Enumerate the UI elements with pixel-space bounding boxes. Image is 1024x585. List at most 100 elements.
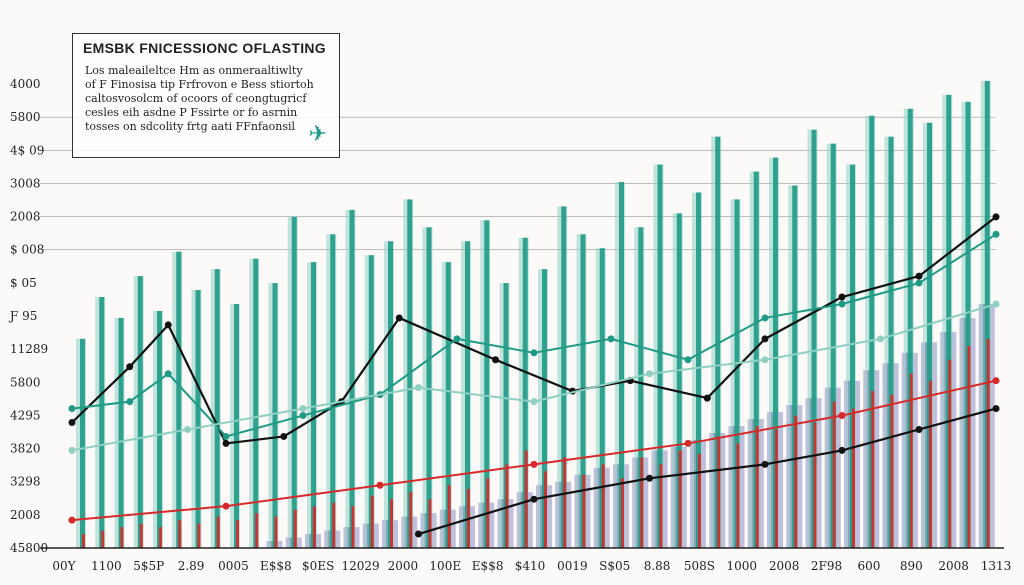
y-tick-label: 3008 [10, 176, 41, 190]
y-tick-label: 3820 [10, 442, 41, 456]
x-tick-label: S$05 [599, 559, 630, 573]
teal-bar [291, 216, 297, 548]
y-tick-label: 4$ 09 [10, 143, 44, 157]
red-bar [640, 457, 644, 548]
x-tick-label: E$$8 [260, 559, 292, 573]
teal-bar [927, 122, 932, 548]
trend-point [453, 335, 461, 343]
x-tick-label: 1000 [727, 559, 758, 573]
trend-point [646, 474, 653, 482]
teal-bar [619, 182, 624, 548]
x-tick-label: 2000 [388, 559, 419, 573]
trend-point [607, 335, 615, 343]
teal-bar [715, 136, 721, 548]
red-bar [505, 464, 509, 548]
trend-point [992, 300, 1000, 308]
trend-point [222, 502, 230, 510]
red-bar [678, 450, 682, 548]
teal-bar [599, 248, 605, 548]
x-tick-label: $0ES [302, 559, 334, 573]
trend-point [761, 314, 769, 322]
teal-bar [234, 304, 239, 548]
red-bar [351, 506, 355, 548]
red-bar [313, 506, 316, 548]
trend-point [992, 213, 1000, 221]
x-tick-label: 5$5P [133, 559, 164, 573]
trend-point [992, 377, 1000, 385]
teal-bar [542, 269, 547, 548]
red-bar [794, 415, 798, 548]
trend-point [684, 439, 692, 447]
subtitle-line: Los maleaileltce Hm as onmeraaltiwlty [85, 64, 303, 77]
red-bar [216, 516, 220, 548]
trend-point [395, 314, 403, 322]
x-tick-label: 12029 [341, 559, 379, 573]
red-bar [717, 436, 721, 548]
y-tick-label: 4295 [10, 408, 41, 422]
x-axis-ticks: 00Y 1100 5$5P 2.89 0005 E$$8 $0ES 12029 2000 100E… [52, 559, 1011, 573]
red-bar [967, 345, 971, 548]
trend-lines [68, 213, 1000, 538]
trend-point [530, 398, 538, 406]
red-bar [986, 338, 990, 548]
red-bar [601, 464, 605, 548]
y-tick-label: $ 05 [10, 276, 37, 290]
teal-bar [118, 317, 124, 548]
y-tick-label: 4000 [10, 77, 41, 91]
red-bar [563, 457, 567, 548]
teal-bar [792, 185, 798, 548]
subtitle-line: caltosvosolcm of ocoors of ceongtugricf [85, 92, 307, 105]
red-bars [82, 338, 990, 548]
trend-point [126, 398, 134, 406]
teal-bar [676, 213, 682, 548]
trend-point [703, 394, 711, 402]
x-tick-label: E$$8 [472, 559, 504, 573]
trend-point [761, 460, 769, 468]
trend-point [376, 481, 384, 489]
red-bar [428, 499, 432, 548]
trend-line [71, 233, 997, 438]
trend-point [838, 446, 846, 454]
teal-bar [580, 234, 586, 549]
teal-bar [176, 251, 182, 548]
x-tick-label: 100E [429, 559, 461, 573]
x-tick-label: 2.89 [178, 559, 205, 573]
red-bar [293, 509, 297, 548]
red-bar [524, 450, 528, 548]
trend-point [415, 384, 422, 392]
x-tick-label: 0005 [218, 559, 249, 573]
x-tick-label: 2F98 [811, 559, 842, 573]
teal-bar [157, 310, 162, 548]
red-bar [659, 464, 663, 548]
x-tick-label: $410 [515, 559, 546, 573]
y-tick-label: 45800 [10, 541, 48, 555]
y-tick-label: 5800 [10, 110, 41, 124]
trend-point [68, 516, 76, 524]
trend-point [164, 321, 172, 329]
trend-point [761, 356, 769, 364]
red-bar [447, 485, 451, 548]
trend-point [992, 230, 1000, 238]
teal-bar [330, 234, 336, 549]
teal-bar [522, 237, 528, 548]
trend-point [68, 419, 76, 427]
x-tick-label: 600 [857, 559, 880, 573]
red-bar [736, 443, 740, 548]
red-bar [139, 523, 143, 548]
red-bar [197, 523, 201, 548]
teal-bar [99, 297, 105, 548]
trend-point [184, 425, 191, 433]
teal-bar [195, 290, 201, 548]
red-bar [544, 471, 547, 548]
red-bar [101, 530, 105, 548]
trend-point [164, 370, 172, 378]
red-bar [755, 426, 759, 548]
x-tick-label: 1313 [981, 559, 1012, 573]
subtitle-line: tosses on sdcolity frtg aati FFnfaonsil [85, 120, 296, 133]
y-axis-ticks: 4000 5800 4$ 09 3008 2008 $ 008 $ 05 Ƒ 95 11289 5… [8, 77, 48, 555]
red-bar [332, 502, 336, 548]
subtitle-line: of F Finosisa tip Frfrovon e Bess stiort… [85, 78, 314, 91]
red-bar [698, 453, 701, 548]
teal-bar [465, 241, 470, 548]
red-bar [178, 520, 182, 548]
